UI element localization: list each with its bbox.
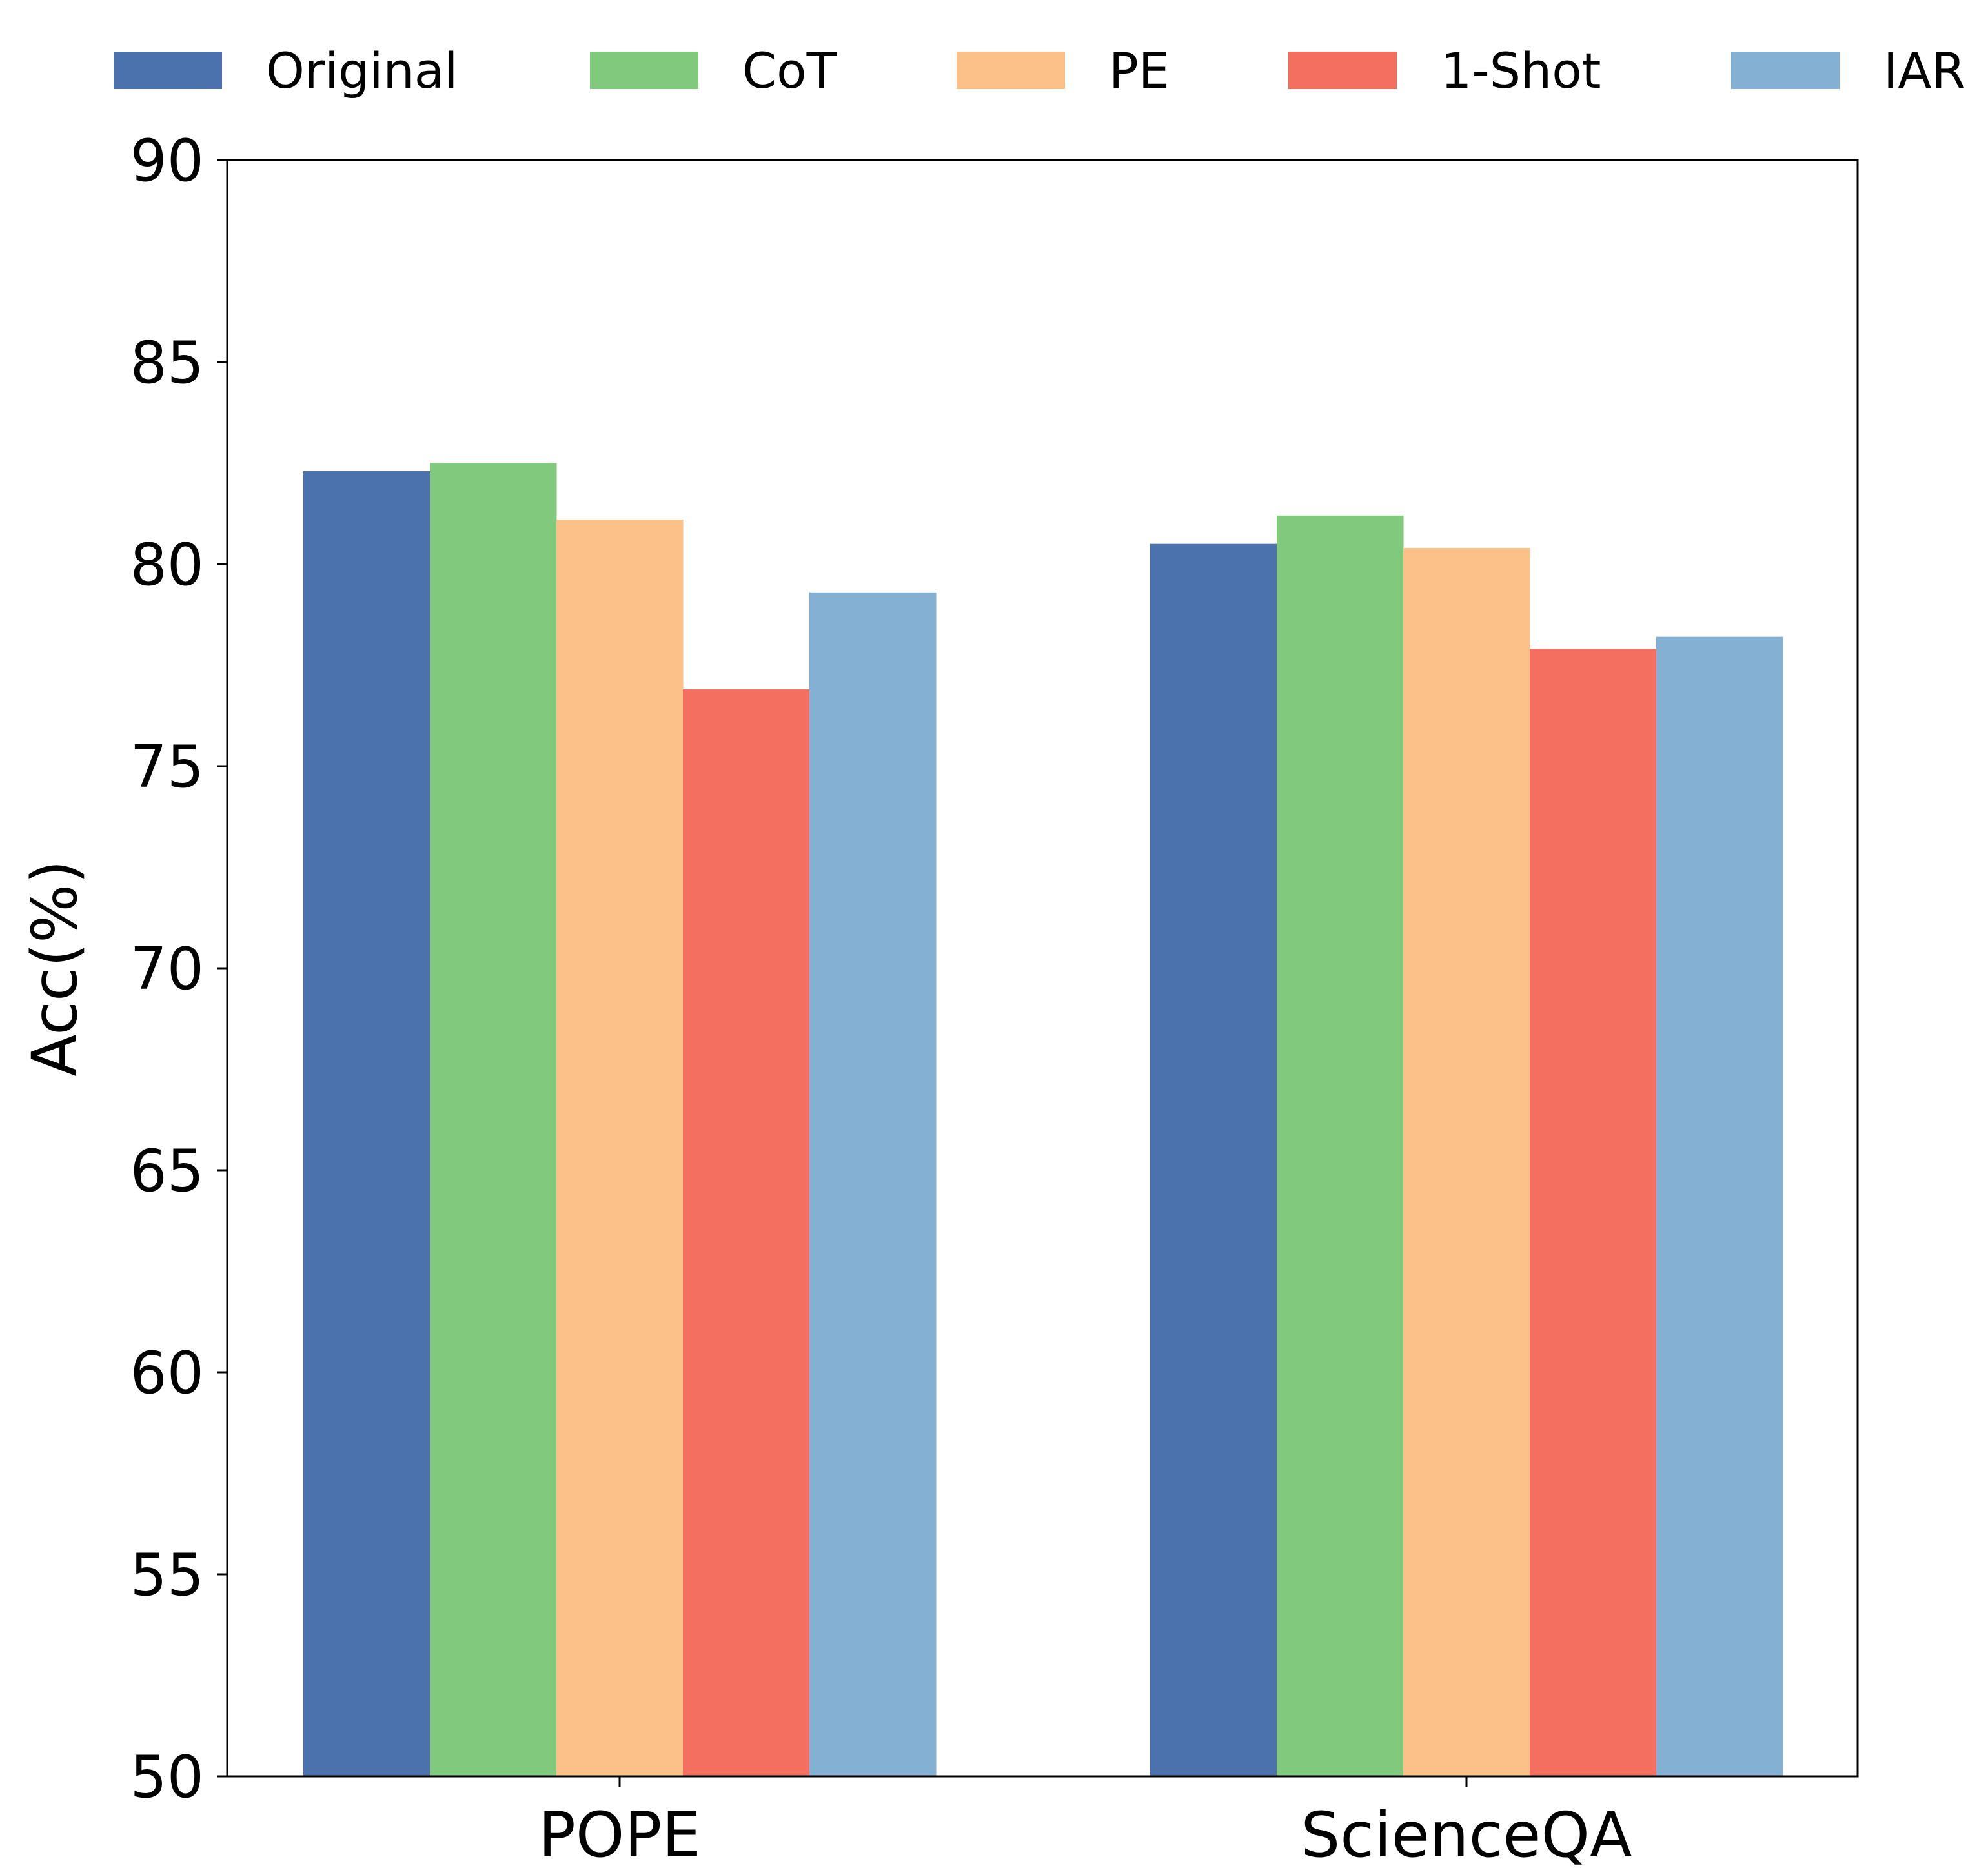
legend: Original CoT PE 1-Shot IAR bbox=[114, 42, 1965, 99]
bar-original-pope bbox=[303, 471, 431, 1776]
y-tick-label-65: 65 bbox=[130, 1137, 204, 1205]
bar-original-scienceqa bbox=[1150, 543, 1277, 1777]
y-tick-label-75: 75 bbox=[130, 733, 204, 801]
legend-label-pe: PE bbox=[1109, 42, 1170, 99]
x-tick-label-pope: POPE bbox=[538, 1799, 701, 1868]
legend-swatch-iar bbox=[1731, 52, 1840, 89]
bar-cot-scienceqa bbox=[1277, 515, 1404, 1776]
bar-cot-pope bbox=[430, 463, 557, 1776]
y-axis-title: Acc(%) bbox=[19, 860, 91, 1077]
y-tick-label-80: 80 bbox=[130, 531, 204, 599]
y-tick-label-50: 50 bbox=[130, 1743, 204, 1811]
legend-label-cot: CoT bbox=[742, 42, 837, 99]
y-tick-label-85: 85 bbox=[130, 329, 204, 397]
y-tick-label-90: 90 bbox=[130, 127, 204, 195]
legend-swatch-pe bbox=[957, 52, 1065, 89]
legend-swatch-1-shot bbox=[1288, 52, 1397, 89]
bar-pe-pope bbox=[556, 520, 684, 1776]
bar-pe-scienceqa bbox=[1403, 547, 1530, 1777]
legend-swatch-cot bbox=[590, 52, 698, 89]
y-axis: 50 55 60 65 70 75 80 85 90 bbox=[130, 127, 227, 1811]
legend-label-original: Original bbox=[266, 42, 458, 99]
legend-swatch-original bbox=[114, 52, 222, 89]
bar-iar-pope bbox=[809, 592, 937, 1776]
x-axis: POPE ScienceQA bbox=[538, 1776, 1632, 1868]
y-tick-label-60: 60 bbox=[130, 1339, 204, 1407]
legend-label-iar: IAR bbox=[1883, 42, 1965, 99]
bars bbox=[303, 463, 1783, 1777]
bar-1-shot-scienceqa bbox=[1530, 649, 1657, 1777]
legend-label-1-shot: 1-Shot bbox=[1441, 42, 1601, 99]
bar-1-shot-pope bbox=[683, 689, 810, 1776]
bar-iar-scienceqa bbox=[1656, 636, 1783, 1777]
y-tick-label-55: 55 bbox=[130, 1541, 204, 1609]
x-tick-label-scienceqa: ScienceQA bbox=[1301, 1799, 1632, 1868]
y-tick-label-70: 70 bbox=[130, 935, 204, 1003]
